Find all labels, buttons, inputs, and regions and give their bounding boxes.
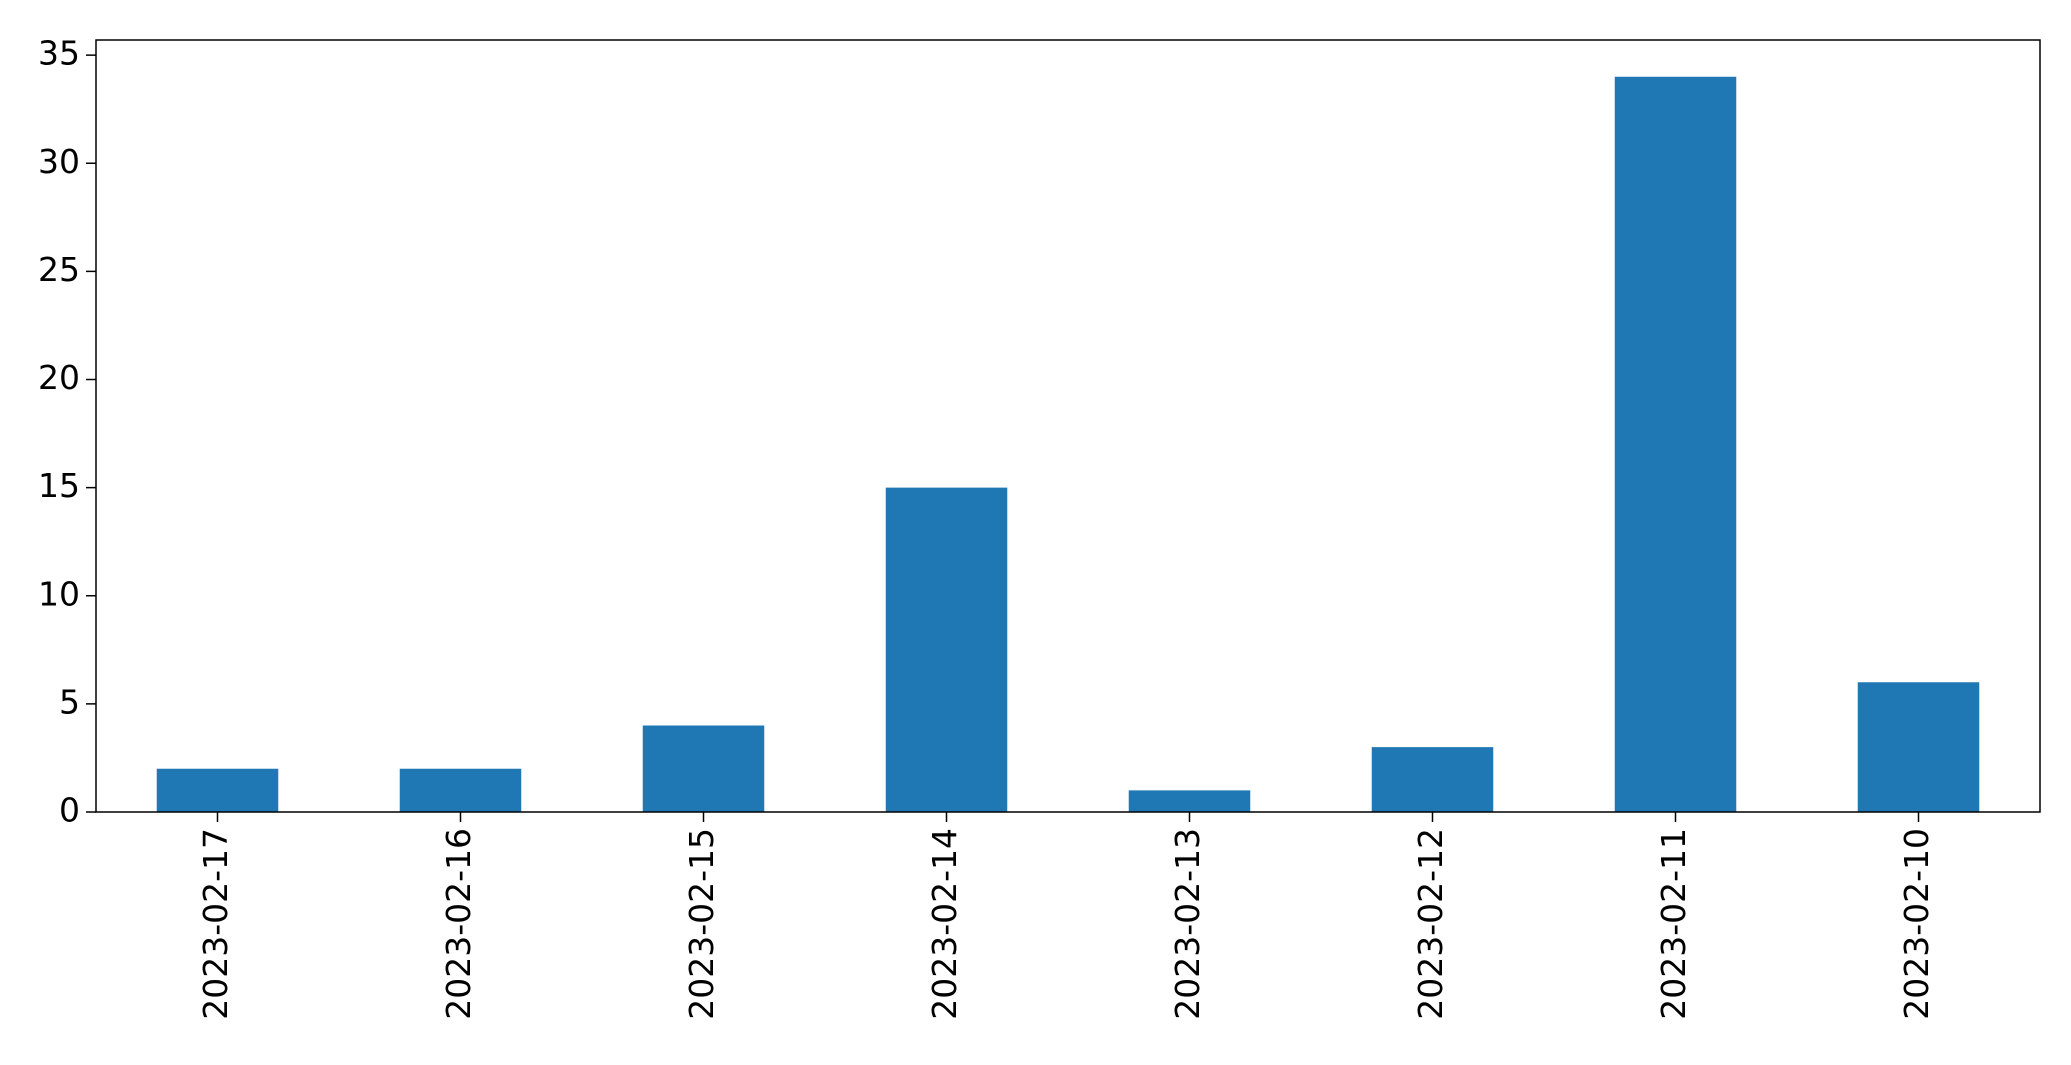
y-tick-label: 15	[38, 466, 80, 505]
x-tick-label: 2023-02-10	[1897, 828, 1936, 1020]
bar-2023-02-10	[1857, 682, 1980, 812]
x-tick-label: 2023-02-13	[1168, 828, 1207, 1020]
bar-2023-02-11	[1614, 76, 1737, 812]
bar-2023-02-14	[885, 487, 1008, 812]
y-tick-label: 0	[59, 791, 80, 830]
x-tick-label: 2023-02-11	[1654, 828, 1693, 1020]
y-tick-label: 10	[38, 574, 80, 613]
y-tick-label: 20	[38, 358, 80, 397]
bar-2023-02-16	[399, 768, 522, 812]
y-tick-label: 5	[59, 682, 80, 721]
y-tick-label: 30	[38, 142, 80, 181]
bar-2023-02-13	[1128, 790, 1251, 812]
x-tick-label: 2023-02-15	[682, 828, 721, 1020]
plot-frame	[95, 39, 2041, 813]
bar-2023-02-12	[1371, 747, 1494, 812]
x-tick-label: 2023-02-17	[196, 828, 235, 1020]
bars-layer	[156, 76, 1980, 812]
y-tick-label: 35	[38, 34, 80, 73]
bar-2023-02-17	[156, 768, 279, 812]
y-axis: 0 5 10 15 20 25 30 35	[38, 34, 96, 830]
y-tick-label: 25	[38, 250, 80, 289]
bar-2023-02-15	[642, 725, 765, 812]
x-tick-label: 2023-02-12	[1411, 828, 1450, 1020]
x-tick-label: 2023-02-16	[439, 828, 478, 1020]
x-axis: 2023-02-17 2023-02-16 2023-02-15 2023-02-14…	[196, 812, 1936, 1020]
x-tick-label: 2023-02-14	[925, 828, 964, 1020]
